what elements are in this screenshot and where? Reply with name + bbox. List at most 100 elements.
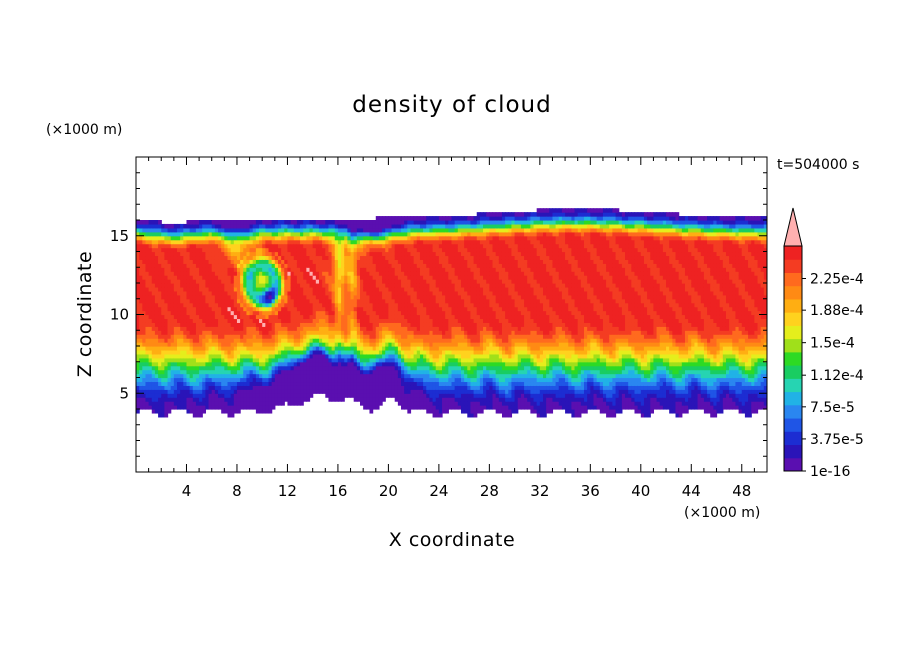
density-cell (407, 227, 412, 233)
density-cell (148, 369, 153, 375)
density-cell (249, 397, 254, 402)
density-cell (407, 361, 412, 367)
density-cell (259, 334, 263, 339)
density-cell (202, 405, 207, 410)
density-cell (309, 227, 314, 233)
density-cell (410, 373, 415, 379)
density-cell (192, 389, 197, 394)
density-cell (341, 220, 345, 225)
density-cell (394, 251, 399, 257)
density-cell (300, 302, 304, 308)
density-cell (318, 283, 323, 288)
density-cell (284, 314, 289, 320)
density-cell (363, 361, 367, 367)
density-cell (151, 259, 156, 264)
density-cell (139, 338, 143, 343)
density-cell (445, 409, 449, 414)
density-cell (268, 409, 273, 414)
density-cell (262, 353, 266, 359)
density-cell (277, 227, 282, 233)
density-cell (218, 338, 222, 343)
density-cell (274, 353, 279, 359)
density-cell (347, 283, 352, 288)
density-cell (331, 294, 336, 300)
density-cell (341, 330, 345, 335)
density-cell (404, 314, 408, 320)
density-cell (413, 271, 418, 276)
density-cell (318, 326, 323, 331)
density-cell (303, 369, 307, 375)
density-cell (224, 220, 229, 225)
density-cell (426, 239, 431, 245)
density-cell (341, 271, 345, 276)
density-cell (429, 338, 434, 343)
density-cell (312, 247, 317, 253)
density-cell (148, 231, 153, 237)
density-cell (448, 381, 453, 386)
density-cell (136, 231, 140, 237)
density-cell (353, 346, 358, 351)
density-cell (341, 346, 345, 351)
density-cell (177, 227, 181, 233)
density-cell (290, 279, 295, 284)
density-cell (249, 294, 254, 300)
density-cell (271, 294, 276, 300)
density-cell (397, 365, 402, 371)
density-cell (287, 342, 292, 347)
density-cell (312, 302, 317, 308)
density-cell (192, 401, 197, 406)
density-cell (296, 365, 301, 371)
density-cell (281, 385, 285, 390)
density-cell (277, 239, 282, 245)
density-cell (208, 314, 213, 320)
density-cell (328, 286, 333, 292)
density-cell (423, 381, 427, 386)
density-cell (259, 338, 263, 343)
density-cell (448, 389, 453, 394)
density-cell (136, 338, 140, 343)
density-cell (284, 298, 289, 304)
density-cell (388, 377, 393, 383)
density-cell (293, 251, 298, 257)
density-cell (192, 283, 197, 288)
density-cell (136, 271, 140, 276)
density-cell (303, 267, 307, 272)
density-cell (139, 349, 143, 355)
density-cell (306, 251, 311, 257)
density-cell (394, 223, 399, 229)
density-cell (180, 373, 184, 379)
density-cell (300, 294, 304, 300)
density-cell (208, 361, 213, 367)
density-cell (243, 302, 248, 308)
density-cell (227, 263, 232, 268)
density-cell (271, 251, 276, 257)
density-cell (211, 393, 216, 398)
density-cell (274, 365, 279, 371)
density-cell (397, 353, 402, 359)
density-cell (385, 346, 389, 351)
density-cell (221, 255, 225, 260)
density-cell (315, 385, 320, 390)
density-cell (208, 373, 213, 379)
density-cell (265, 286, 270, 292)
density-cell (265, 255, 270, 260)
density-cell (189, 283, 194, 288)
density-cell (445, 294, 449, 300)
density-cell (404, 389, 408, 394)
density-cell (454, 401, 459, 406)
density-cell (202, 275, 207, 280)
density-cell (158, 393, 162, 398)
density-cell (309, 239, 314, 245)
density-cell (300, 255, 304, 260)
density-cell (259, 247, 263, 253)
density-cell (401, 239, 405, 245)
density-cell (277, 381, 282, 386)
density-cell (306, 279, 311, 284)
density-cell (236, 318, 241, 323)
density-cell (454, 298, 459, 304)
density-cell (161, 243, 165, 249)
density-cell (378, 231, 383, 237)
density-cell (303, 377, 307, 383)
density-cell (353, 377, 358, 383)
density-cell (442, 377, 446, 383)
